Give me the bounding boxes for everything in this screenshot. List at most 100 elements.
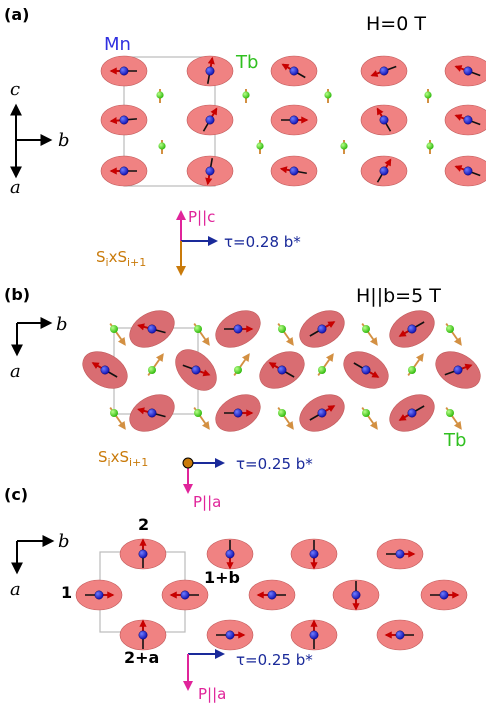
mn-atom (205, 166, 215, 176)
mn-site (343, 351, 389, 389)
mn-site (270, 155, 318, 187)
tb-label-a: Tb (235, 52, 258, 73)
mn-site (100, 55, 148, 87)
mn-site (215, 394, 261, 432)
mn-atom (147, 324, 157, 334)
tb-site (233, 353, 250, 376)
mn-site (206, 619, 254, 651)
mn-atom (463, 115, 473, 125)
polarization-label-a: P||c (188, 208, 215, 226)
tb-atom (242, 91, 250, 99)
mn-atom (379, 166, 389, 176)
legend-c: τ=0.25 b* P||a (183, 649, 313, 703)
mn-atom (138, 630, 148, 640)
mn-atom (289, 115, 299, 125)
mn-site (376, 619, 424, 651)
mn-atom (317, 324, 327, 334)
mn-site (248, 579, 296, 611)
tb-atom (158, 142, 166, 150)
tb-atom (194, 409, 202, 417)
mn-atom (317, 408, 327, 418)
mn-lattice-c (75, 538, 468, 651)
panel-a-label: (a) (4, 5, 29, 24)
tb-site (242, 89, 250, 103)
mn-atom (309, 630, 319, 640)
tb-site (361, 323, 378, 346)
mn-site (435, 351, 481, 389)
mn-atom (289, 66, 299, 76)
legend-a: P||c τ=0.28 b* SixSi+1 (96, 208, 301, 276)
tb-atom (110, 325, 118, 333)
tb-lattice-b (109, 323, 462, 430)
mn-site (206, 538, 254, 570)
mn-atom (407, 324, 417, 334)
panel-a: (a) H=0 T Mn Tb c b a P||c τ=0.28 b* Six… (4, 5, 486, 276)
mn-atom (463, 66, 473, 76)
tb-site (361, 407, 378, 430)
tb-atom (156, 91, 164, 99)
tb-atom (278, 325, 286, 333)
axis-b-label-c: b (58, 531, 70, 552)
mn-site (270, 55, 318, 87)
tb-site (156, 89, 164, 103)
tb-atom (324, 91, 332, 99)
mn-atom (119, 66, 129, 76)
mn-site (290, 538, 338, 570)
mn-atom (407, 408, 417, 418)
tb-atom (148, 366, 156, 374)
tb-site (109, 323, 126, 346)
mn-atom (119, 166, 129, 176)
mn-site (161, 579, 209, 611)
tb-atom (256, 142, 264, 150)
tb-site (407, 353, 424, 376)
mn-label: Mn (104, 34, 131, 55)
mn-site (444, 104, 486, 136)
axis-a-label-b: a (10, 361, 21, 382)
legend-b: τ=0.25 b* P||a SixSi+1 (98, 448, 313, 511)
axis-a-label: a (10, 177, 21, 198)
mn-site (299, 310, 345, 348)
mn-site (332, 579, 380, 611)
tb-site (147, 353, 164, 376)
mn-atom (191, 365, 201, 375)
tb-site (277, 323, 294, 346)
mn-atom (233, 408, 243, 418)
mn-site (360, 104, 408, 136)
axis-b-label-b: b (56, 314, 68, 335)
site-2a-label: 2+a (124, 648, 159, 667)
cross-dot-b (182, 457, 194, 469)
site-1-label: 1 (61, 583, 72, 602)
mn-site (360, 55, 408, 87)
tb-site (340, 140, 348, 154)
tb-atom (194, 325, 202, 333)
tau-label-c: τ=0.25 b* (236, 651, 313, 669)
mn-site (389, 310, 435, 348)
mn-atom (309, 549, 319, 559)
axis-a-label-c: a (10, 579, 21, 600)
mn-atom (351, 590, 361, 600)
tb-atom (408, 366, 416, 374)
tb-atom (234, 366, 242, 374)
mn-site (186, 104, 234, 136)
tb-atom (278, 409, 286, 417)
tb-atom (362, 409, 370, 417)
mn-site (360, 155, 408, 187)
mn-site (270, 104, 318, 136)
axes-a: c b a (10, 79, 70, 198)
mn-lattice-b (82, 310, 481, 432)
mn-site (119, 538, 167, 570)
tb-site (256, 140, 264, 154)
mn-site (290, 619, 338, 651)
tb-site (424, 89, 432, 103)
panel-c-label: (c) (4, 485, 28, 504)
mn-atom (94, 590, 104, 600)
polarization-label-b: P||a (193, 493, 221, 511)
tb-atom (426, 142, 434, 150)
tb-site (109, 407, 126, 430)
mn-atom (395, 630, 405, 640)
tb-atom (446, 409, 454, 417)
tb-atom (446, 325, 454, 333)
tb-atom (340, 142, 348, 150)
mn-atom (138, 549, 148, 559)
tb-site (445, 407, 462, 430)
